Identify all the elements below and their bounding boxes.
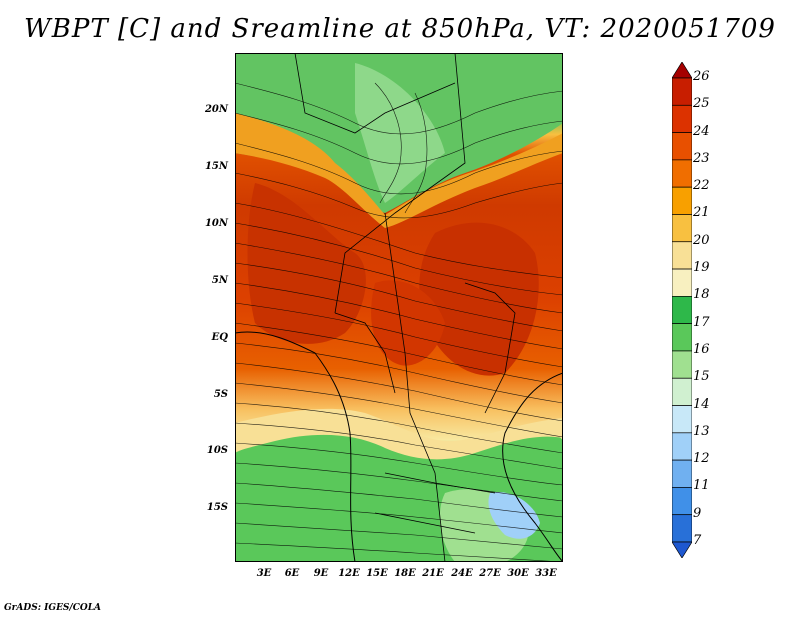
lon-label: 27E	[479, 568, 501, 579]
lon-label: 12E	[338, 568, 360, 579]
lat-label: 5S	[213, 389, 228, 400]
lon-label: 15E	[366, 568, 388, 579]
colorbar-bottom-triangle	[672, 541, 692, 558]
colorbar-tick-label: 25	[693, 96, 710, 112]
colorbar-segment	[672, 104, 692, 133]
colorbar-tick-label: 26	[693, 69, 710, 84]
colorbar-segment	[672, 77, 692, 106]
lat-label: 15S	[206, 502, 228, 513]
colorbar-tick-label: 23	[693, 150, 710, 166]
lat-label: 5N	[211, 275, 228, 286]
border-2	[334, 53, 466, 314]
colorbar-segment	[672, 241, 692, 270]
colorbar-segment	[672, 514, 692, 543]
colorbar-tick-label: 18	[693, 287, 710, 303]
hot-core-center	[371, 280, 445, 366]
border-1	[294, 53, 456, 134]
lat-label: EQ	[211, 332, 228, 343]
colorbar-segment	[672, 350, 692, 379]
colorbar-segment	[672, 132, 692, 161]
colorbar-tick-label: 12	[693, 451, 710, 467]
colorbar-tick-label: 16	[693, 341, 710, 357]
colorbar-segment	[672, 186, 692, 215]
streamlines	[235, 82, 563, 562]
lon-label: 33E	[535, 568, 557, 579]
colorbar-tick-label: 9	[693, 505, 702, 521]
colorbar-segment	[672, 159, 692, 188]
colorbar-tick-label: 17	[693, 314, 710, 330]
lon-label: 6E	[284, 568, 300, 579]
lon-label: 18E	[394, 568, 416, 579]
colorbar-tick-label: 20	[693, 232, 710, 248]
lon-label: 24E	[451, 568, 473, 579]
coastline	[235, 331, 356, 562]
colorbar-segment	[672, 405, 692, 434]
colorbar-segment	[672, 432, 692, 461]
north-orange-edge	[235, 113, 563, 228]
border-5	[334, 312, 396, 394]
lon-label: 21E	[422, 568, 444, 579]
colorbar-tick-label: 24	[693, 123, 710, 139]
border-7	[374, 512, 476, 534]
colorbar-segment	[672, 377, 692, 406]
colorbar	[672, 62, 692, 558]
colorbar-segment	[672, 296, 692, 324]
lat-label: 10N	[204, 218, 228, 229]
south-blue-patch	[488, 492, 540, 539]
colorbar-segment	[672, 459, 692, 488]
lat-label: 20N	[204, 104, 228, 115]
colorbar-tick-label: 7	[693, 533, 702, 548]
coastline-east	[502, 372, 563, 562]
lat-label: 10S	[206, 445, 228, 456]
colorbar-segment	[672, 487, 692, 516]
lon-label: 3E	[256, 568, 272, 579]
map-border	[235, 53, 563, 562]
colorbar-tick-label: 21	[693, 205, 710, 221]
colorbar-top-triangle	[672, 62, 692, 79]
border-6	[384, 472, 496, 494]
colorbar-segment	[672, 214, 692, 243]
border-4	[464, 282, 516, 414]
lat-label: 15N	[204, 161, 228, 172]
colorbar-segment	[672, 323, 692, 352]
wbpt-map	[235, 53, 563, 562]
colorbar-tick-label: 19	[693, 260, 710, 276]
map-title: WBPT [C] and Sreamline at 850hPa, VT: 20…	[24, 14, 776, 44]
colorbar-tick-label: 11	[693, 478, 710, 494]
colorbar-tick-label: 15	[693, 369, 710, 385]
lon-label: 9E	[313, 568, 329, 579]
colorbar-segment	[672, 268, 692, 297]
colorbar-tick-label: 13	[693, 423, 710, 439]
colorbar-tick-label: 14	[693, 396, 710, 412]
border-3	[384, 212, 446, 562]
lon-label: 30E	[507, 568, 529, 579]
credit-text: GrADS: IGES/COLA	[4, 603, 102, 613]
south-yellow-band	[235, 408, 563, 460]
colorbar-tick-label: 22	[693, 178, 710, 194]
